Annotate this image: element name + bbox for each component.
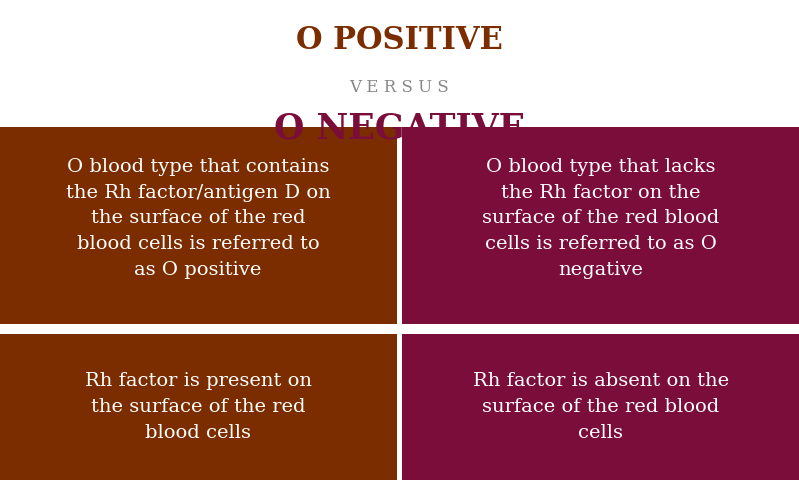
Text: O POSITIVE: O POSITIVE [296,25,503,56]
Text: Rh factor is present on
the surface of the red
blood cells: Rh factor is present on the surface of t… [85,372,312,442]
Text: O blood type that contains
the Rh factor/antigen D on
the surface of the red
blo: O blood type that contains the Rh factor… [66,158,331,279]
Text: O NEGATIVE: O NEGATIVE [274,112,525,145]
FancyBboxPatch shape [0,334,397,480]
FancyBboxPatch shape [402,127,799,324]
Text: V E R S U S: V E R S U S [350,79,449,96]
FancyBboxPatch shape [0,127,397,324]
Text: O blood type that lacks
the Rh factor on the
surface of the red blood
cells is r: O blood type that lacks the Rh factor on… [483,158,719,279]
Text: Rh factor is absent on the
surface of the red blood
cells: Rh factor is absent on the surface of th… [473,372,729,442]
FancyBboxPatch shape [402,334,799,480]
